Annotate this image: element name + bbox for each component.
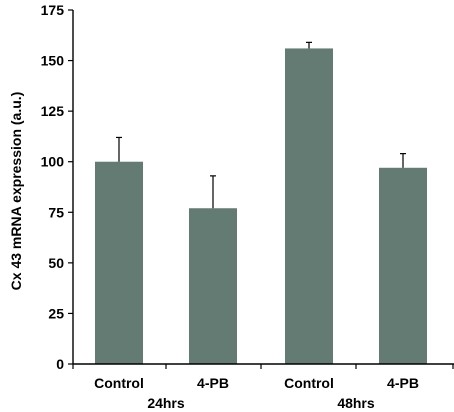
error-bars: [116, 41, 406, 209]
bars: [95, 48, 427, 364]
x-category-label-1: Control: [94, 375, 144, 391]
bar-1: [95, 161, 143, 364]
y-tick-label-50: 50: [48, 255, 64, 271]
x-category-label-4: 4-PB: [387, 375, 419, 391]
y-tick-label-0: 0: [56, 356, 64, 372]
y-tick-label-125: 125: [41, 103, 65, 119]
y-tick-label-75: 75: [48, 204, 64, 220]
error-bar-3: [306, 41, 312, 49]
y-axis-label: Cx 43 mRNA expression (a.u.): [8, 92, 24, 291]
y-tick-label-150: 150: [41, 53, 65, 69]
x-category-label-2: 4-PB: [197, 375, 229, 391]
x-group-label-2: 48hrs: [337, 395, 375, 411]
y-tick-label-175: 175: [41, 2, 65, 18]
x-category-label-3: Control: [284, 375, 334, 391]
bar-3: [285, 48, 333, 364]
y-axis-ticks: 0 25 50 75 100 125 150 175: [41, 2, 73, 372]
error-bar-1: [116, 136, 122, 162]
x-group-label-1: 24hrs: [147, 395, 185, 411]
error-bar-2: [210, 175, 216, 209]
y-tick-label-25: 25: [48, 305, 64, 321]
bar-4: [379, 167, 427, 364]
y-tick-label-100: 100: [41, 154, 65, 170]
axes: [72, 10, 454, 369]
x-axis-labels: Control 4-PB Control 4-PB 24hrs 48hrs: [94, 375, 419, 411]
error-bar-4: [400, 153, 406, 168]
bar-2: [189, 208, 237, 364]
